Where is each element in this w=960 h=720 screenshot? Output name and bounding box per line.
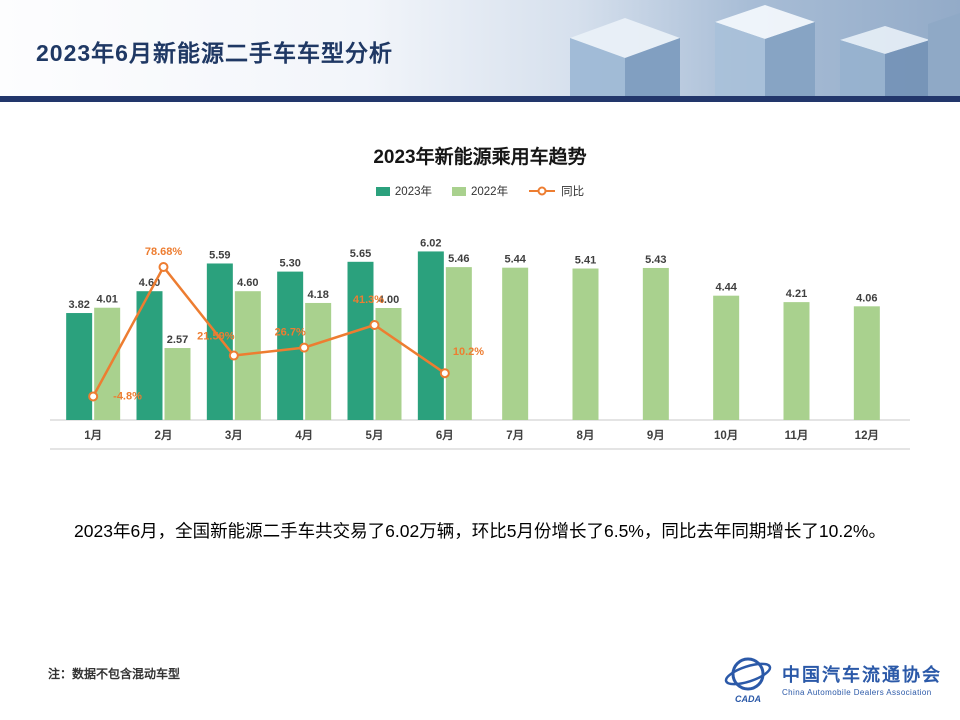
svg-text:4.06: 4.06 bbox=[856, 292, 877, 304]
legend-item-2023: 2023年 bbox=[375, 183, 432, 199]
svg-text:6月: 6月 bbox=[436, 429, 454, 442]
svg-text:78.68%: 78.68% bbox=[145, 246, 183, 258]
legend-label-yoy: 同比 bbox=[561, 186, 585, 198]
svg-text:3月: 3月 bbox=[225, 429, 243, 442]
cada-logo-icon: CADA bbox=[724, 657, 772, 704]
svg-text:4.60: 4.60 bbox=[237, 277, 258, 289]
svg-text:11月: 11月 bbox=[785, 429, 809, 442]
svg-text:4.21: 4.21 bbox=[786, 288, 807, 300]
page-title: 2023年6月新能源二手车车型分析 bbox=[36, 40, 393, 66]
chart-title: 2023年新能源乘用车趋势 bbox=[373, 147, 587, 168]
svg-text:4.60: 4.60 bbox=[139, 277, 160, 289]
logo-text: 中国汽车流通协会 China Automobile Dealers Associ… bbox=[782, 661, 942, 697]
summary-text: 2023年6月，全国新能源二手车共交易了6.02万辆，环比5月份增长了6.5%，… bbox=[74, 521, 886, 541]
legend-label-2022: 2022年 bbox=[471, 186, 509, 198]
chart: 3.82 4.01 1月 4.60 2.57 2月 5.59 4.60 3月 5.30 4.18 4月… bbox=[50, 205, 910, 456]
svg-text:5.30: 5.30 bbox=[279, 258, 300, 270]
svg-text:9月: 9月 bbox=[647, 429, 665, 442]
svg-text:26.7%: 26.7% bbox=[275, 327, 306, 339]
svg-text:41.3%: 41.3% bbox=[353, 294, 384, 306]
svg-text:1月: 1月 bbox=[84, 429, 102, 442]
svg-text:2.57: 2.57 bbox=[167, 334, 188, 346]
svg-text:-4.8%: -4.8% bbox=[113, 390, 142, 402]
svg-text:4.44: 4.44 bbox=[715, 282, 737, 294]
svg-text:8月: 8月 bbox=[577, 429, 595, 442]
logo-name-cn: 中国汽车流通协会 bbox=[782, 665, 942, 685]
svg-text:7月: 7月 bbox=[506, 429, 524, 442]
svg-text:21.59%: 21.59% bbox=[197, 331, 235, 343]
header-divider bbox=[0, 96, 960, 102]
svg-text:5.43: 5.43 bbox=[645, 254, 666, 266]
legend-label-2023: 2023年 bbox=[394, 186, 432, 198]
svg-text:5.65: 5.65 bbox=[350, 248, 371, 260]
footnote: 注：数据不包含混动车型 bbox=[48, 667, 181, 681]
svg-text:5.46: 5.46 bbox=[448, 253, 469, 265]
header: 2023年6月新能源二手车车型分析 bbox=[0, 0, 960, 96]
logo: CADA 中国汽车流通协会 China Automobile Dealers A… bbox=[722, 652, 942, 706]
svg-text:4.18: 4.18 bbox=[307, 289, 328, 301]
svg-text:10月: 10月 bbox=[714, 429, 738, 442]
svg-text:5月: 5月 bbox=[366, 429, 384, 442]
legend-line-marker-icon bbox=[529, 186, 556, 196]
svg-text:4月: 4月 bbox=[295, 429, 313, 442]
svg-text:5.41: 5.41 bbox=[575, 255, 596, 267]
svg-text:4.01: 4.01 bbox=[96, 294, 117, 306]
svg-text:10.2%: 10.2% bbox=[453, 346, 484, 358]
svg-text:6.02: 6.02 bbox=[420, 237, 441, 249]
svg-text:5.44: 5.44 bbox=[504, 254, 526, 266]
chart-canvas: 3.82 4.01 1月 4.60 2.57 2月 5.59 4.60 3月 5.30 4.18 4月… bbox=[50, 237, 910, 450]
legend-item-yoy: 同比 bbox=[528, 183, 584, 199]
svg-text:12月: 12月 bbox=[855, 429, 879, 442]
legend-item-2022: 2022年 bbox=[452, 183, 508, 199]
svg-text:5.59: 5.59 bbox=[209, 249, 230, 261]
legend-swatch-2022-icon bbox=[452, 186, 466, 196]
svg-text:2月: 2月 bbox=[155, 429, 173, 442]
svg-text:4.00: 4.00 bbox=[378, 294, 399, 306]
cada-logo-short-text: CADA bbox=[735, 694, 761, 704]
logo-name-en: China Automobile Dealers Association bbox=[782, 688, 932, 697]
svg-text:3.82: 3.82 bbox=[68, 299, 89, 311]
legend-swatch-2023-icon bbox=[375, 186, 390, 196]
chart-legend: 2023年 2022年 同比 bbox=[0, 183, 960, 199]
